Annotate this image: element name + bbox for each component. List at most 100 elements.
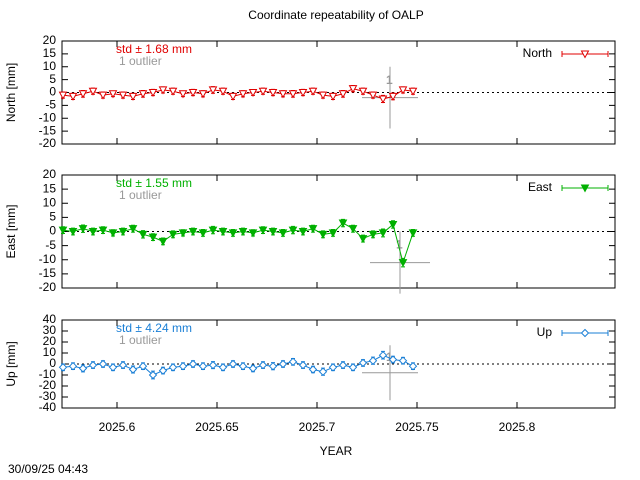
point <box>388 92 398 101</box>
point <box>368 356 378 365</box>
point <box>238 228 248 237</box>
point <box>138 230 148 239</box>
point <box>248 89 258 98</box>
y-tick-label: 5 <box>49 210 56 224</box>
y-tick-label: -10 <box>39 252 57 266</box>
point <box>58 363 68 372</box>
outlier-note: 1 outlier <box>119 54 162 68</box>
y-tick-label: -20 <box>39 280 57 294</box>
point <box>138 90 148 99</box>
series-line <box>62 222 414 265</box>
x-tick-label: 2025.65 <box>195 420 239 434</box>
point <box>58 226 68 235</box>
point <box>288 226 298 235</box>
point <box>288 357 298 367</box>
point <box>318 230 328 239</box>
point <box>398 259 408 268</box>
y-axis-label: Up [mm] <box>4 341 18 386</box>
point <box>228 92 238 101</box>
point <box>278 229 288 238</box>
point <box>98 226 108 235</box>
point <box>228 229 238 238</box>
point <box>128 92 138 101</box>
point <box>348 85 358 94</box>
point <box>378 95 388 104</box>
point <box>398 86 408 95</box>
point <box>58 91 68 100</box>
point <box>328 92 338 101</box>
point <box>388 220 398 229</box>
point <box>298 228 308 237</box>
y-tick-label: 10 <box>43 59 57 73</box>
outlier-label: 1 <box>386 350 393 364</box>
outlier-label: 1 <box>386 73 393 87</box>
point <box>368 230 378 239</box>
point <box>148 233 158 242</box>
y-tick-label: -30 <box>39 389 57 403</box>
y-tick-label: 0 <box>49 224 56 238</box>
point <box>68 361 78 371</box>
point <box>408 361 418 371</box>
point <box>98 91 108 100</box>
y-tick-label: -5 <box>45 98 56 112</box>
legend-label: Up <box>537 325 553 339</box>
y-tick-label: 0 <box>49 356 56 370</box>
point <box>318 91 328 100</box>
x-tick-label: 2025.7 <box>299 420 336 434</box>
y-tick-label: -5 <box>45 238 56 252</box>
point <box>328 229 338 238</box>
x-tick-label: 2025.8 <box>499 420 536 434</box>
point <box>378 350 388 360</box>
point <box>238 361 248 371</box>
point <box>208 226 218 235</box>
point <box>308 365 318 374</box>
point <box>358 358 368 368</box>
point <box>138 361 148 371</box>
point <box>298 89 308 98</box>
point <box>198 229 208 238</box>
point <box>258 226 268 235</box>
legend-label: East <box>528 180 553 194</box>
point <box>238 90 248 99</box>
point <box>388 355 398 364</box>
point <box>168 363 178 372</box>
point <box>348 225 358 234</box>
point <box>98 359 108 369</box>
y-axis-label: East [mm] <box>4 204 18 258</box>
point <box>188 359 198 369</box>
point <box>258 87 268 96</box>
y-tick-label: 10 <box>43 195 57 209</box>
point <box>188 89 198 98</box>
point <box>338 360 348 370</box>
legend-marker <box>580 50 590 59</box>
x-tick-label: 2025.75 <box>395 420 439 434</box>
point <box>398 356 408 365</box>
y-tick-label: 5 <box>49 72 56 86</box>
y-tick-label: 40 <box>43 312 57 326</box>
point <box>348 363 358 372</box>
chart-title: Coordinate repeatability of OALP <box>248 8 423 22</box>
point <box>78 225 88 234</box>
point <box>308 87 318 96</box>
x-tick-label: 2025.6 <box>99 420 136 434</box>
x-axis-label: YEAR <box>320 444 353 458</box>
point <box>248 364 258 373</box>
point <box>108 229 118 238</box>
point <box>168 87 178 96</box>
y-tick-label: 15 <box>43 181 57 195</box>
legend-marker <box>580 328 590 338</box>
y-axis-label: North [mm] <box>4 63 18 122</box>
y-tick-label: -15 <box>39 266 57 280</box>
point <box>198 90 208 99</box>
y-tick-label: 20 <box>43 334 57 348</box>
timestamp: 30/09/25 04:43 <box>8 462 88 476</box>
legend-label: North <box>523 46 552 60</box>
point <box>208 86 218 95</box>
y-tick-label: -10 <box>39 110 57 124</box>
std-annotation: std ± 4.24 mm <box>116 321 192 335</box>
point <box>88 360 98 370</box>
point <box>218 363 228 372</box>
point <box>68 228 78 237</box>
point <box>308 225 318 234</box>
std-annotation: std ± 1.55 mm <box>116 176 192 190</box>
